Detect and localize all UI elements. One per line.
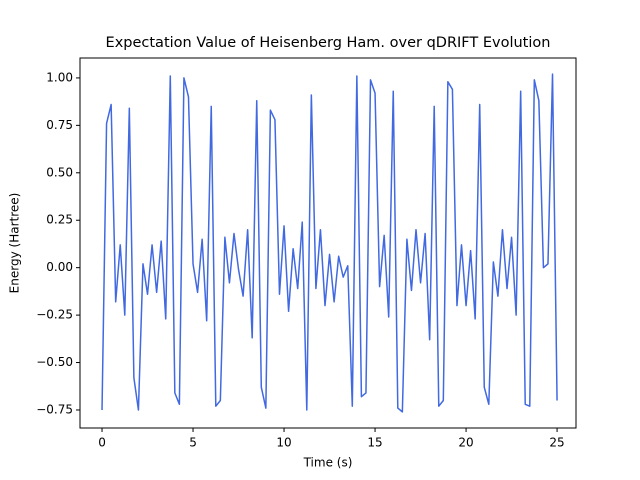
chart-title: Expectation Value of Heisenberg Ham. ove… [106, 35, 551, 51]
y-tick-label: −0.75 [36, 402, 73, 416]
y-tick-label: 0.75 [46, 118, 73, 132]
y-tick-label: 0.00 [46, 260, 73, 274]
y-axis-label: Energy (Hartree) [8, 193, 22, 294]
y-tick-label: −0.50 [36, 355, 73, 369]
plot-frame [79, 57, 577, 429]
y-tick-label: 0.25 [46, 213, 73, 227]
x-tick-label: 20 [458, 436, 473, 450]
x-tick-label: 0 [98, 436, 106, 450]
y-tick-label: 1.00 [46, 70, 73, 84]
x-tick-label: 5 [189, 436, 197, 450]
y-tick-label: 0.50 [46, 165, 73, 179]
x-tick-label: 25 [549, 436, 564, 450]
series-line [101, 73, 558, 413]
y-tick-label: −0.25 [36, 308, 73, 322]
x-tick-label: 15 [367, 436, 382, 450]
x-tick-label: 10 [276, 436, 291, 450]
x-axis-label: Time (s) [303, 456, 353, 470]
